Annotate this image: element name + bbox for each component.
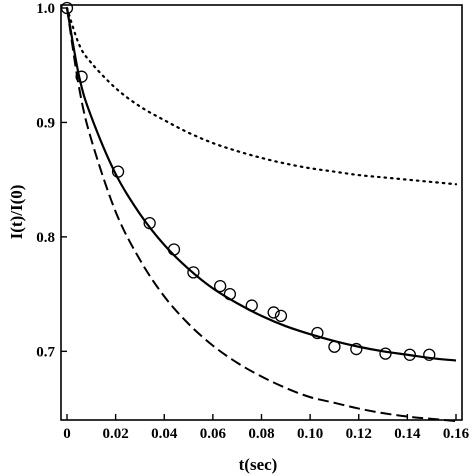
data-point <box>143 217 156 230</box>
series-curves <box>65 6 458 423</box>
y-axis-ticks: 0.7 0.8 0.9 1.0 <box>36 1 67 360</box>
data-point <box>245 299 258 312</box>
data-point <box>274 309 288 323</box>
data-point <box>75 70 88 83</box>
data-point <box>423 348 436 361</box>
x-tick-label: 0 <box>63 426 71 442</box>
data-point <box>267 306 280 319</box>
data-point <box>214 279 227 293</box>
y-tick-label: 1.0 <box>36 1 55 17</box>
data-point <box>311 326 324 340</box>
x-tick-label: 0.16 <box>443 426 470 442</box>
series-markers <box>60 1 436 361</box>
data-point <box>167 243 181 256</box>
data-point <box>187 266 200 279</box>
x-tick-label: 0.14 <box>394 426 421 442</box>
x-tick-label: 0.04 <box>151 426 178 442</box>
x-axis-title: t(sec) <box>239 455 278 474</box>
data-point <box>223 287 237 301</box>
y-tick-label: 0.8 <box>36 230 55 246</box>
x-tick-label: 0.10 <box>297 426 323 442</box>
data-point <box>379 347 392 360</box>
data-point <box>328 340 341 353</box>
plot-frame <box>60 4 463 421</box>
data-point <box>350 342 363 356</box>
x-tick-label: 0.08 <box>248 426 274 442</box>
x-axis-ticks: 0 0.02 0.04 0.06 0.08 0.10 0.12 0.14 0.16 <box>63 414 470 442</box>
data-point <box>111 165 125 178</box>
x-tick-label: 0.02 <box>103 426 129 442</box>
dashed-curve <box>66 7 457 423</box>
data-point <box>403 348 416 361</box>
y-axis-title: I(t)/I(0) <box>7 185 26 240</box>
dotted-curve <box>65 6 458 186</box>
x-tick-label: 0.06 <box>200 426 227 442</box>
solid-curve <box>65 7 457 362</box>
x-tick-label: 0.12 <box>346 426 372 442</box>
y-tick-label: 0.9 <box>36 115 55 131</box>
y-tick-label: 0.7 <box>36 344 55 360</box>
